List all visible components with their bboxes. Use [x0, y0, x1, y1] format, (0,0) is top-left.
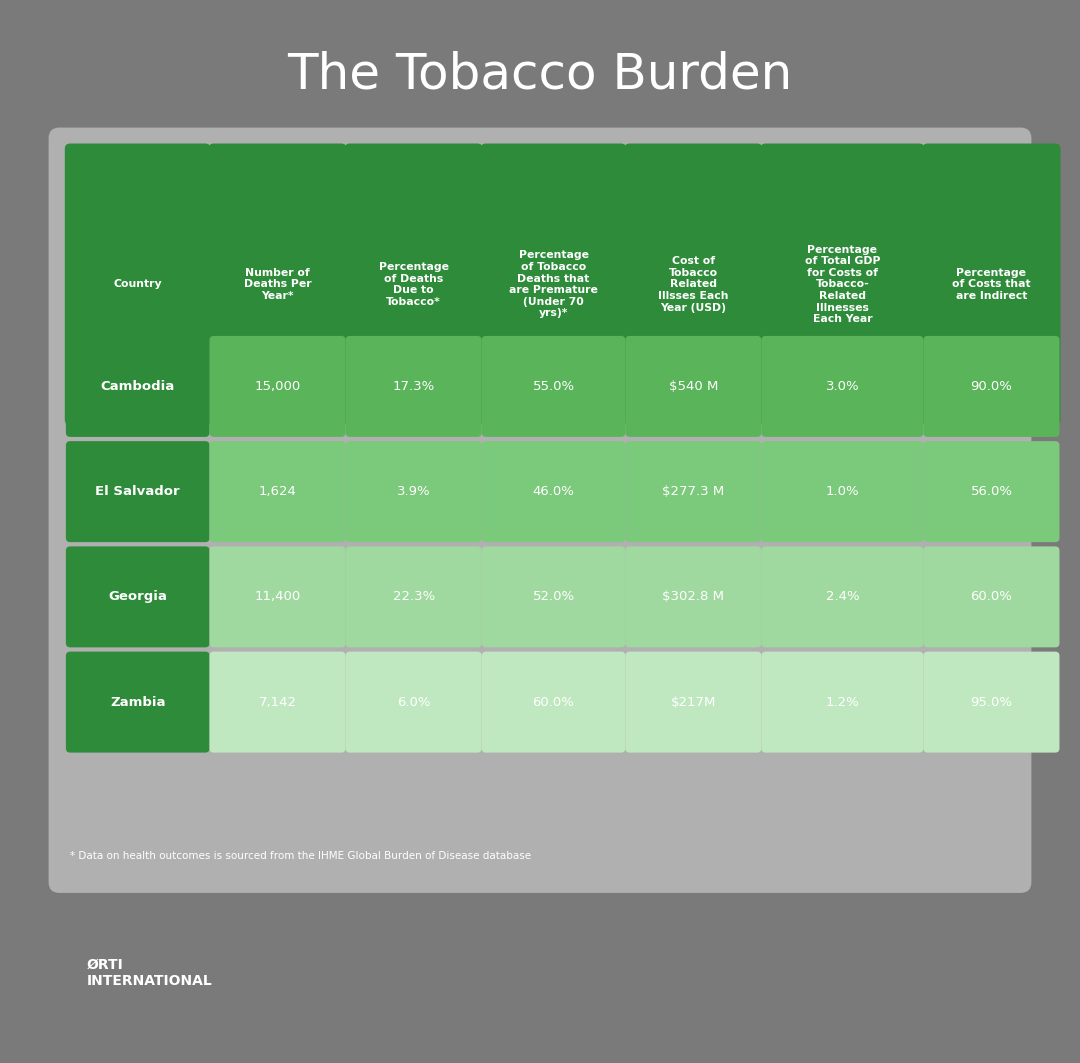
FancyBboxPatch shape — [66, 441, 210, 542]
Text: Zambia: Zambia — [110, 695, 165, 709]
FancyBboxPatch shape — [482, 652, 625, 753]
Text: 56.0%: 56.0% — [971, 485, 1012, 499]
Text: 95.0%: 95.0% — [971, 695, 1012, 709]
Text: 17.3%: 17.3% — [392, 379, 435, 393]
Text: Number of
Deaths Per
Year*: Number of Deaths Per Year* — [244, 268, 311, 301]
Text: Percentage
of Deaths
Due to
Tobacco*: Percentage of Deaths Due to Tobacco* — [379, 261, 448, 307]
FancyBboxPatch shape — [625, 652, 761, 753]
FancyBboxPatch shape — [923, 652, 1059, 753]
Text: 1.2%: 1.2% — [825, 695, 860, 709]
Text: 52.0%: 52.0% — [532, 590, 575, 604]
Text: 55.0%: 55.0% — [532, 379, 575, 393]
FancyBboxPatch shape — [761, 336, 923, 437]
FancyBboxPatch shape — [481, 144, 626, 425]
FancyBboxPatch shape — [346, 336, 482, 437]
Text: Percentage
of Total GDP
for Costs of
Tobacco-
Related
Illnesses
Each Year: Percentage of Total GDP for Costs of Tob… — [805, 244, 880, 324]
Text: $540 M: $540 M — [669, 379, 718, 393]
Text: 3.0%: 3.0% — [825, 379, 860, 393]
FancyBboxPatch shape — [625, 546, 761, 647]
FancyBboxPatch shape — [66, 336, 210, 437]
FancyBboxPatch shape — [923, 546, 1059, 647]
Text: El Salvador: El Salvador — [95, 485, 180, 499]
Text: 22.3%: 22.3% — [392, 590, 435, 604]
Text: 6.0%: 6.0% — [396, 695, 431, 709]
Text: $302.8 M: $302.8 M — [662, 590, 725, 604]
Text: Country: Country — [113, 280, 162, 289]
FancyBboxPatch shape — [761, 441, 923, 542]
FancyBboxPatch shape — [624, 144, 762, 425]
Text: 2.4%: 2.4% — [825, 590, 860, 604]
FancyBboxPatch shape — [346, 652, 482, 753]
Text: ØRTI
INTERNATIONAL: ØRTI INTERNATIONAL — [86, 958, 212, 988]
FancyBboxPatch shape — [66, 546, 210, 647]
FancyBboxPatch shape — [625, 441, 761, 542]
Text: 3.9%: 3.9% — [396, 485, 431, 499]
Text: 90.0%: 90.0% — [971, 379, 1012, 393]
Text: The Tobacco Burden: The Tobacco Burden — [287, 50, 793, 99]
Text: 60.0%: 60.0% — [971, 590, 1012, 604]
Text: 7,142: 7,142 — [258, 695, 297, 709]
FancyBboxPatch shape — [346, 441, 482, 542]
Text: * Data on health outcomes is sourced from the IHME Global Burden of Disease data: * Data on health outcomes is sourced fro… — [70, 851, 531, 861]
Text: Percentage
of Costs that
are Indirect: Percentage of Costs that are Indirect — [953, 268, 1030, 301]
FancyBboxPatch shape — [346, 546, 482, 647]
FancyBboxPatch shape — [66, 652, 210, 753]
FancyBboxPatch shape — [761, 546, 923, 647]
Text: 60.0%: 60.0% — [532, 695, 575, 709]
Text: 11,400: 11,400 — [255, 590, 300, 604]
FancyBboxPatch shape — [922, 144, 1061, 425]
FancyBboxPatch shape — [482, 441, 625, 542]
FancyBboxPatch shape — [208, 144, 347, 425]
FancyBboxPatch shape — [482, 546, 625, 647]
FancyBboxPatch shape — [482, 336, 625, 437]
Text: Percentage
of Tobacco
Deaths that
are Premature
(Under 70
yrs)*: Percentage of Tobacco Deaths that are Pr… — [509, 251, 598, 318]
FancyBboxPatch shape — [625, 336, 761, 437]
FancyBboxPatch shape — [923, 336, 1059, 437]
FancyBboxPatch shape — [49, 128, 1031, 893]
FancyBboxPatch shape — [210, 441, 346, 542]
Text: Georgia: Georgia — [108, 590, 167, 604]
FancyBboxPatch shape — [210, 652, 346, 753]
Text: 15,000: 15,000 — [255, 379, 300, 393]
Text: 1.0%: 1.0% — [825, 485, 860, 499]
Text: $277.3 M: $277.3 M — [662, 485, 725, 499]
FancyBboxPatch shape — [210, 546, 346, 647]
FancyBboxPatch shape — [760, 144, 924, 425]
Text: $217M: $217M — [671, 695, 716, 709]
FancyBboxPatch shape — [761, 652, 923, 753]
Text: Cambodia: Cambodia — [100, 379, 175, 393]
Text: Cost of
Tobacco
Related
Illsses Each
Year (USD): Cost of Tobacco Related Illsses Each Yea… — [658, 256, 729, 313]
FancyBboxPatch shape — [923, 441, 1059, 542]
FancyBboxPatch shape — [345, 144, 483, 425]
Text: 46.0%: 46.0% — [532, 485, 575, 499]
FancyBboxPatch shape — [210, 336, 346, 437]
FancyBboxPatch shape — [65, 144, 211, 425]
Text: 1,624: 1,624 — [258, 485, 297, 499]
